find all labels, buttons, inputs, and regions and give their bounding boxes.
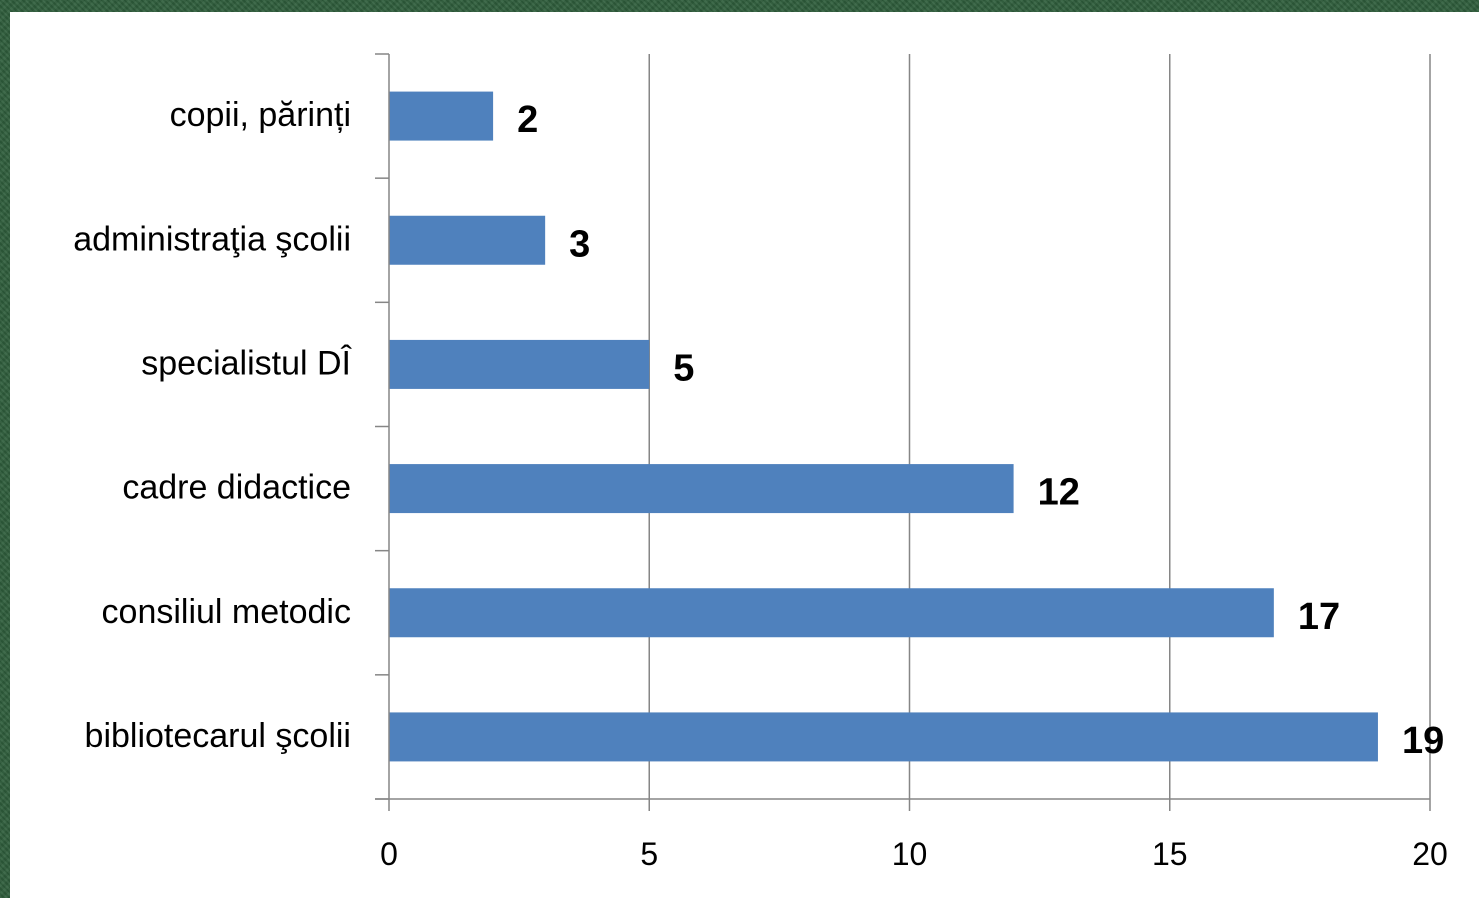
data-label-3: 5	[673, 347, 694, 389]
bars	[389, 91, 1378, 762]
category-label-3: specialistul DÎ	[141, 344, 352, 382]
bar-5	[389, 588, 1274, 638]
x-tick-label-5: 5	[640, 836, 658, 872]
data-label-1: 2	[517, 99, 538, 141]
data-label-5: 17	[1298, 596, 1340, 638]
data-label-4: 12	[1038, 472, 1080, 514]
labels: 2 copii, părinți 3 administraţia şcolii 5 spe…	[73, 96, 1448, 872]
bar-6	[389, 712, 1378, 762]
grid-lines	[648, 54, 1431, 799]
data-label-6: 19	[1402, 720, 1444, 762]
data-label-2: 3	[569, 223, 590, 265]
category-label-5: consiliul metodic	[102, 593, 351, 631]
category-label-1: copii, părinți	[170, 96, 351, 134]
x-tick-label-20: 20	[1412, 836, 1448, 872]
category-label-2: administraţia şcolii	[73, 220, 351, 258]
category-label-4: cadre didactice	[122, 469, 351, 507]
category-label-6: bibliotecarul şcolii	[85, 717, 351, 755]
x-tick-label-0: 0	[380, 836, 398, 872]
x-tick-label-15: 15	[1152, 836, 1188, 872]
axes	[375, 53, 1431, 811]
bar-1	[389, 91, 494, 141]
bar-3	[389, 339, 650, 389]
bar-2	[389, 215, 546, 265]
x-tick-label-10: 10	[892, 836, 928, 872]
bar-4	[389, 464, 1014, 514]
